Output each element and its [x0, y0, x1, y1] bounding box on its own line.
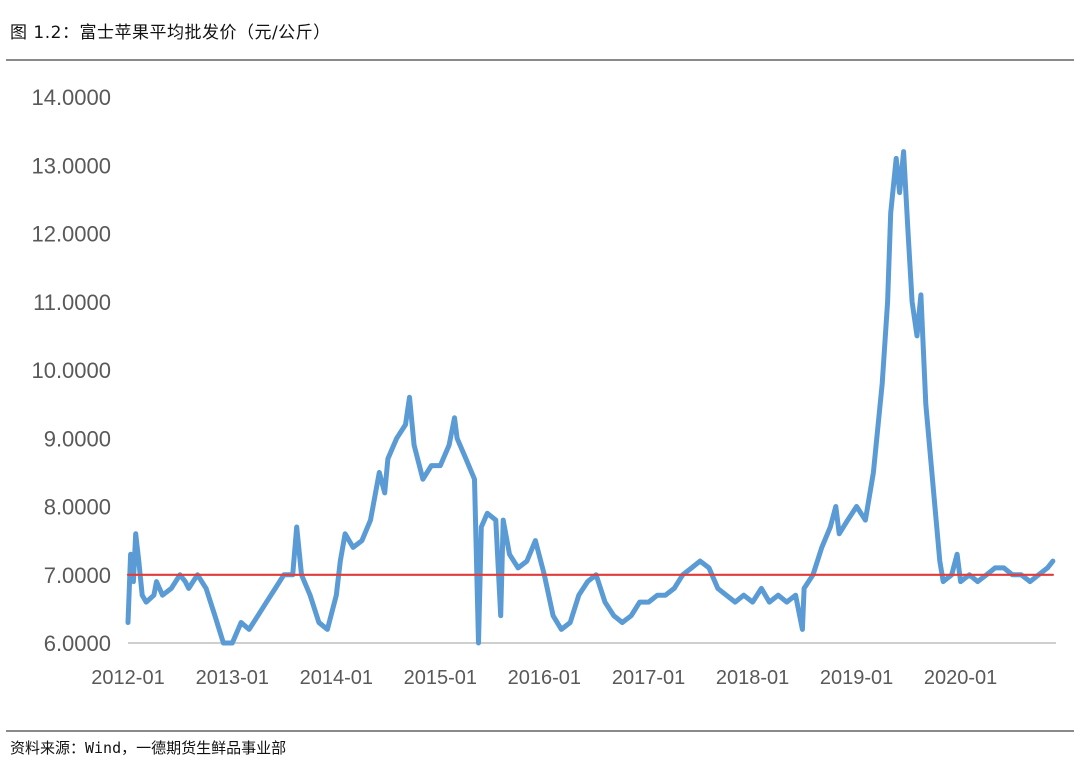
x-tick-label: 2017-01	[612, 667, 685, 689]
x-tick-label: 2015-01	[404, 667, 477, 689]
y-tick-label: 8.0000	[44, 495, 111, 520]
bottom-divider	[6, 730, 1074, 732]
price-series-line	[125, 149, 1056, 646]
top-divider	[6, 59, 1074, 61]
chart-title: 图 1.2：富士苹果平均批发价（元/公斤）	[10, 23, 331, 43]
source-note: 资料来源：Wind，一德期货生鲜品事业部	[10, 739, 287, 757]
x-tick-label: 2013-01	[196, 667, 269, 689]
y-tick-label: 7.0000	[44, 563, 111, 588]
x-tick-label: 2019-01	[820, 667, 893, 689]
y-tick-label: 14.0000	[31, 85, 111, 110]
x-tick-label: 2016-01	[508, 667, 581, 689]
y-tick-label: 13.0000	[31, 153, 111, 178]
y-tick-labels: 14.0000 13.0000 12.0000 11.0000 10.0000 9.000…	[31, 85, 111, 656]
y-tick-label: 6.0000	[44, 631, 111, 656]
x-tick-label: 2012-01	[91, 667, 164, 689]
series-layer	[125, 149, 1056, 646]
y-tick-label: 9.0000	[44, 426, 111, 451]
x-tick-label: 2020-01	[924, 667, 997, 689]
x-tick-label: 2018-01	[716, 667, 789, 689]
y-tick-label: 10.0000	[31, 358, 111, 383]
y-tick-label: 11.0000	[33, 290, 111, 315]
x-tick-label: 2014-01	[300, 667, 373, 689]
y-tick-label: 12.0000	[31, 222, 111, 247]
x-tick-labels: 2012-01 2013-01 2014-01 2015-01 2016-01 2017-…	[91, 667, 997, 689]
